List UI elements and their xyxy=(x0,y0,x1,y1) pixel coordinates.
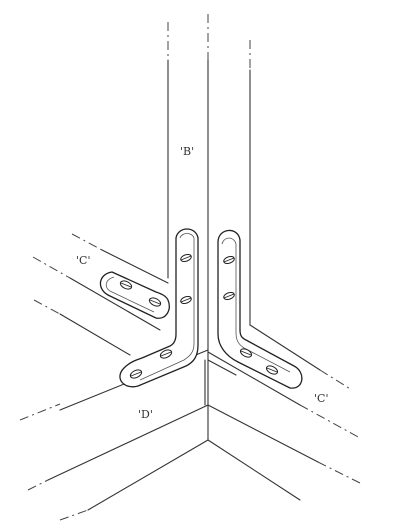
bracket-flat-left xyxy=(99,271,170,319)
board-b xyxy=(167,14,251,406)
board-c-left xyxy=(32,233,169,356)
label-c-right: 'C' xyxy=(314,392,328,405)
label-c-left: 'C' xyxy=(76,254,90,267)
bracket-l-right xyxy=(217,229,303,389)
bracket-l-left xyxy=(119,228,199,388)
label-d: 'D' xyxy=(138,408,153,421)
label-b: 'B' xyxy=(180,145,194,158)
board-c-right xyxy=(207,324,361,439)
board-d xyxy=(19,349,361,521)
